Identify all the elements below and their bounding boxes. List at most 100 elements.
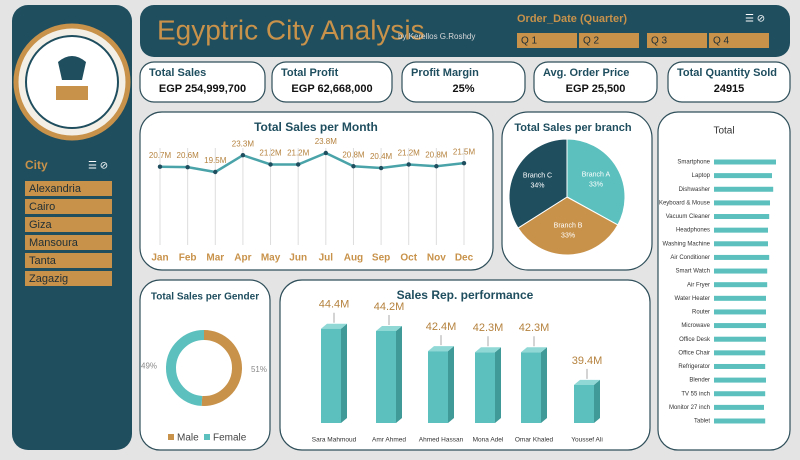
slice-label: 49% [141, 361, 157, 370]
y-tick-label: Keyboard & Mouse [659, 200, 711, 206]
slicer-icons: ☰ ⊘ [88, 161, 108, 172]
data-label: 20.4M [370, 152, 393, 161]
bar [321, 328, 341, 423]
data-label: 20.8M [342, 150, 365, 159]
quarter-list: Q 1 Q 2 Q 3 Q 4 [517, 33, 769, 48]
chart-title: Sales Rep. performance [397, 288, 534, 302]
point [185, 164, 190, 170]
city-label: Mansoura [29, 237, 79, 249]
kpi-label: Total Sales [149, 67, 206, 79]
x-tick-label: Apr [234, 253, 251, 264]
city-button[interactable] [25, 271, 112, 286]
quarter-button[interactable] [517, 33, 577, 48]
y-tick-label: Tablet [694, 419, 710, 425]
bar-side [396, 325, 402, 423]
legend-swatch [168, 434, 174, 440]
city-button[interactable] [25, 217, 112, 232]
bar-side [495, 347, 501, 423]
data-label: 20.7M [149, 151, 172, 160]
x-tick-label: Sep [372, 253, 390, 264]
kpi-label: Avg. Order Price [543, 67, 629, 79]
kpi-value: EGP 62,668,000 [291, 83, 372, 95]
city-button[interactable] [25, 235, 112, 250]
x-tick-label: Sara Mahmoud [312, 437, 357, 444]
x-tick-label: Jun [289, 253, 307, 264]
legend-label: Female [213, 433, 247, 444]
bar [475, 352, 495, 423]
data-label: 21.2M [259, 149, 282, 158]
bar [714, 227, 768, 233]
card [139, 111, 494, 271]
line [159, 151, 465, 174]
kpi-card [271, 61, 393, 103]
bar [714, 323, 766, 329]
quarter-button[interactable] [647, 33, 707, 48]
bar [574, 384, 594, 423]
kpi-row: Total Sales EGP 254,999,700 Total Profit EG… [139, 61, 791, 103]
x-tick-label: Nov [427, 253, 446, 264]
bar [714, 377, 766, 383]
point [378, 165, 384, 171]
logo-ring [25, 35, 119, 129]
y-tick-label: Headphones [676, 228, 710, 234]
page-title: Egyptric City Analysis [157, 14, 425, 45]
kpi-card [667, 61, 791, 103]
bar [714, 268, 768, 274]
point [406, 162, 411, 167]
bar [714, 186, 774, 192]
city-button[interactable] [25, 253, 112, 268]
slice-name: Branch A [582, 172, 611, 179]
slice-label: 33% [589, 182, 603, 189]
x-tick-label: Oct [400, 253, 417, 264]
point [268, 162, 273, 167]
data-label: 21.2M [398, 149, 421, 158]
legend-swatch [204, 434, 210, 440]
y-tick-label: Monitor 27 inch [669, 405, 710, 411]
city-button[interactable] [25, 181, 112, 196]
kpi-value: EGP 254,999,700 [159, 83, 246, 95]
city-label: Cairo [29, 201, 55, 213]
x-tick-label: Ahmed Hassan [419, 437, 464, 444]
y-tick-label: Air Fryer [687, 282, 710, 288]
bar [714, 336, 766, 342]
y-tick-label: Laptop [692, 173, 711, 179]
kpi-card [401, 61, 526, 103]
kpi-card [139, 61, 266, 103]
y-tick-label: Refrigerator [678, 364, 710, 370]
bar [376, 330, 396, 423]
slice-label: 34% [531, 183, 545, 190]
y-tick-label: Dishwasher [679, 187, 710, 193]
slice-label: 51% [251, 365, 267, 374]
x-tick-label: Feb [179, 253, 197, 264]
bar-side [448, 346, 454, 423]
bar [714, 159, 776, 165]
logo-bar [56, 86, 88, 100]
point [157, 164, 163, 169]
legend-label: Male [177, 433, 199, 444]
city-label: Alexandria [29, 183, 82, 195]
bar [714, 241, 768, 247]
donut-slice [166, 330, 205, 406]
quarter-button[interactable] [709, 33, 769, 48]
data-label: 21.2M [287, 149, 310, 158]
chart-title: Total [713, 126, 734, 137]
city-button[interactable] [25, 199, 112, 214]
quarter-label: Q 1 [521, 36, 538, 47]
pie-slice [566, 138, 626, 226]
bar-top [475, 347, 501, 353]
point [213, 169, 218, 175]
card [279, 279, 651, 451]
y-tick-label: Washing Machine [663, 241, 711, 247]
x-tick-label: May [261, 253, 281, 264]
quarter-label: Q 4 [713, 36, 730, 47]
bar [714, 295, 766, 301]
bar [714, 309, 766, 315]
quarter-button[interactable] [579, 33, 639, 48]
bar [714, 214, 770, 220]
data-label: 44.4M [319, 299, 350, 311]
city-label: Zagazig [29, 273, 68, 285]
data-label: 42.4M [426, 321, 457, 333]
bar [714, 363, 766, 369]
slice-label: 33% [561, 232, 575, 239]
